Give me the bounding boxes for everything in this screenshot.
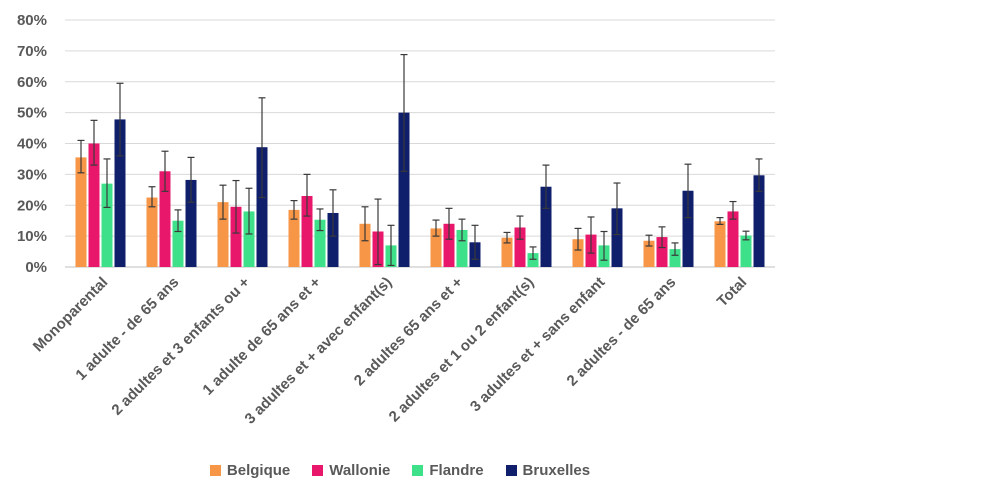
bar-belgique bbox=[643, 240, 655, 267]
bar-belgique bbox=[714, 221, 726, 267]
bar-wallonie bbox=[727, 211, 739, 267]
x-category-label: 3 adultes et + avec enfant(s) bbox=[242, 274, 396, 428]
legend-swatch-flandre bbox=[412, 465, 424, 476]
bar-flandre bbox=[740, 235, 752, 267]
legend-item-flandre: Flandre bbox=[412, 462, 484, 479]
y-tick-label: 60% bbox=[17, 74, 47, 91]
legend-label-wallonie: Wallonie bbox=[329, 462, 391, 479]
bar-wallonie bbox=[443, 223, 455, 267]
legend-swatch-bruxelles bbox=[505, 465, 517, 476]
y-tick-label: 70% bbox=[17, 43, 47, 60]
y-tick-label: 0% bbox=[25, 259, 47, 276]
bar-belgique bbox=[217, 202, 229, 267]
bar-chart: 0% 10% 20% 30% 40% 50% 60% 70% 80% Monoparental 1 … bbox=[17, 12, 775, 428]
bar-flandre bbox=[456, 229, 468, 267]
bar-belgique bbox=[146, 197, 158, 267]
y-tick-label: 10% bbox=[17, 228, 47, 245]
x-category-label: Total bbox=[714, 274, 751, 311]
bar-bruxelles bbox=[540, 186, 552, 267]
legend-label-flandre: Flandre bbox=[429, 462, 484, 479]
x-category-label: 3 adultes et + sans enfant bbox=[467, 274, 608, 415]
bar-belgique bbox=[288, 209, 300, 267]
bar-bruxelles bbox=[611, 208, 623, 267]
legend-swatch-belgique bbox=[209, 465, 221, 476]
bar-flandre bbox=[669, 249, 681, 267]
y-tick-label: 40% bbox=[17, 136, 47, 153]
y-tick-label: 20% bbox=[17, 197, 47, 214]
x-category-label: 2 adultes et 3 enfants ou + bbox=[108, 274, 253, 419]
legend: Belgique Wallonie Flandre Bruxelles bbox=[0, 462, 800, 479]
legend-item-wallonie: Wallonie bbox=[312, 462, 390, 479]
bar-bruxelles bbox=[327, 212, 339, 267]
bar-wallonie bbox=[230, 206, 242, 267]
y-tick-label: 30% bbox=[17, 166, 47, 183]
legend-swatch-wallonie bbox=[312, 465, 324, 476]
bar-belgique bbox=[359, 223, 371, 267]
x-category-label: Monoparental bbox=[30, 274, 112, 356]
bar-bruxelles bbox=[114, 119, 126, 267]
bar-wallonie bbox=[301, 195, 313, 267]
legend-item-belgique: Belgique bbox=[209, 462, 291, 479]
y-tick-label: 80% bbox=[17, 12, 47, 29]
bar-flandre bbox=[243, 211, 255, 267]
bar-wallonie bbox=[656, 237, 668, 267]
y-tick-label: 50% bbox=[17, 105, 47, 122]
bar-flandre bbox=[314, 219, 326, 267]
legend-label-bruxelles: Bruxelles bbox=[522, 462, 591, 479]
bar-bruxelles bbox=[753, 175, 765, 267]
bar-flandre bbox=[101, 183, 113, 267]
bar-bruxelles bbox=[185, 179, 197, 267]
bar-belgique bbox=[75, 157, 87, 267]
bar-wallonie bbox=[159, 171, 171, 267]
bar-belgique bbox=[572, 239, 584, 267]
bar-bruxelles bbox=[398, 112, 410, 267]
x-category-label: 1 adulte de 65 ans et + bbox=[199, 274, 324, 399]
bar-bruxelles bbox=[256, 147, 268, 267]
legend-item-bruxelles: Bruxelles bbox=[505, 462, 591, 479]
bar-belgique bbox=[501, 237, 513, 267]
bar-belgique bbox=[430, 228, 442, 267]
legend-label-belgique: Belgique bbox=[226, 462, 291, 479]
bar-flandre bbox=[527, 253, 539, 267]
bar-bruxelles bbox=[682, 190, 694, 267]
bar-flandre bbox=[172, 220, 184, 267]
bar-wallonie bbox=[88, 143, 100, 267]
bar-wallonie bbox=[514, 227, 526, 267]
x-category-label: 2 adultes et 1 ou 2 enfant(s) bbox=[386, 274, 538, 426]
